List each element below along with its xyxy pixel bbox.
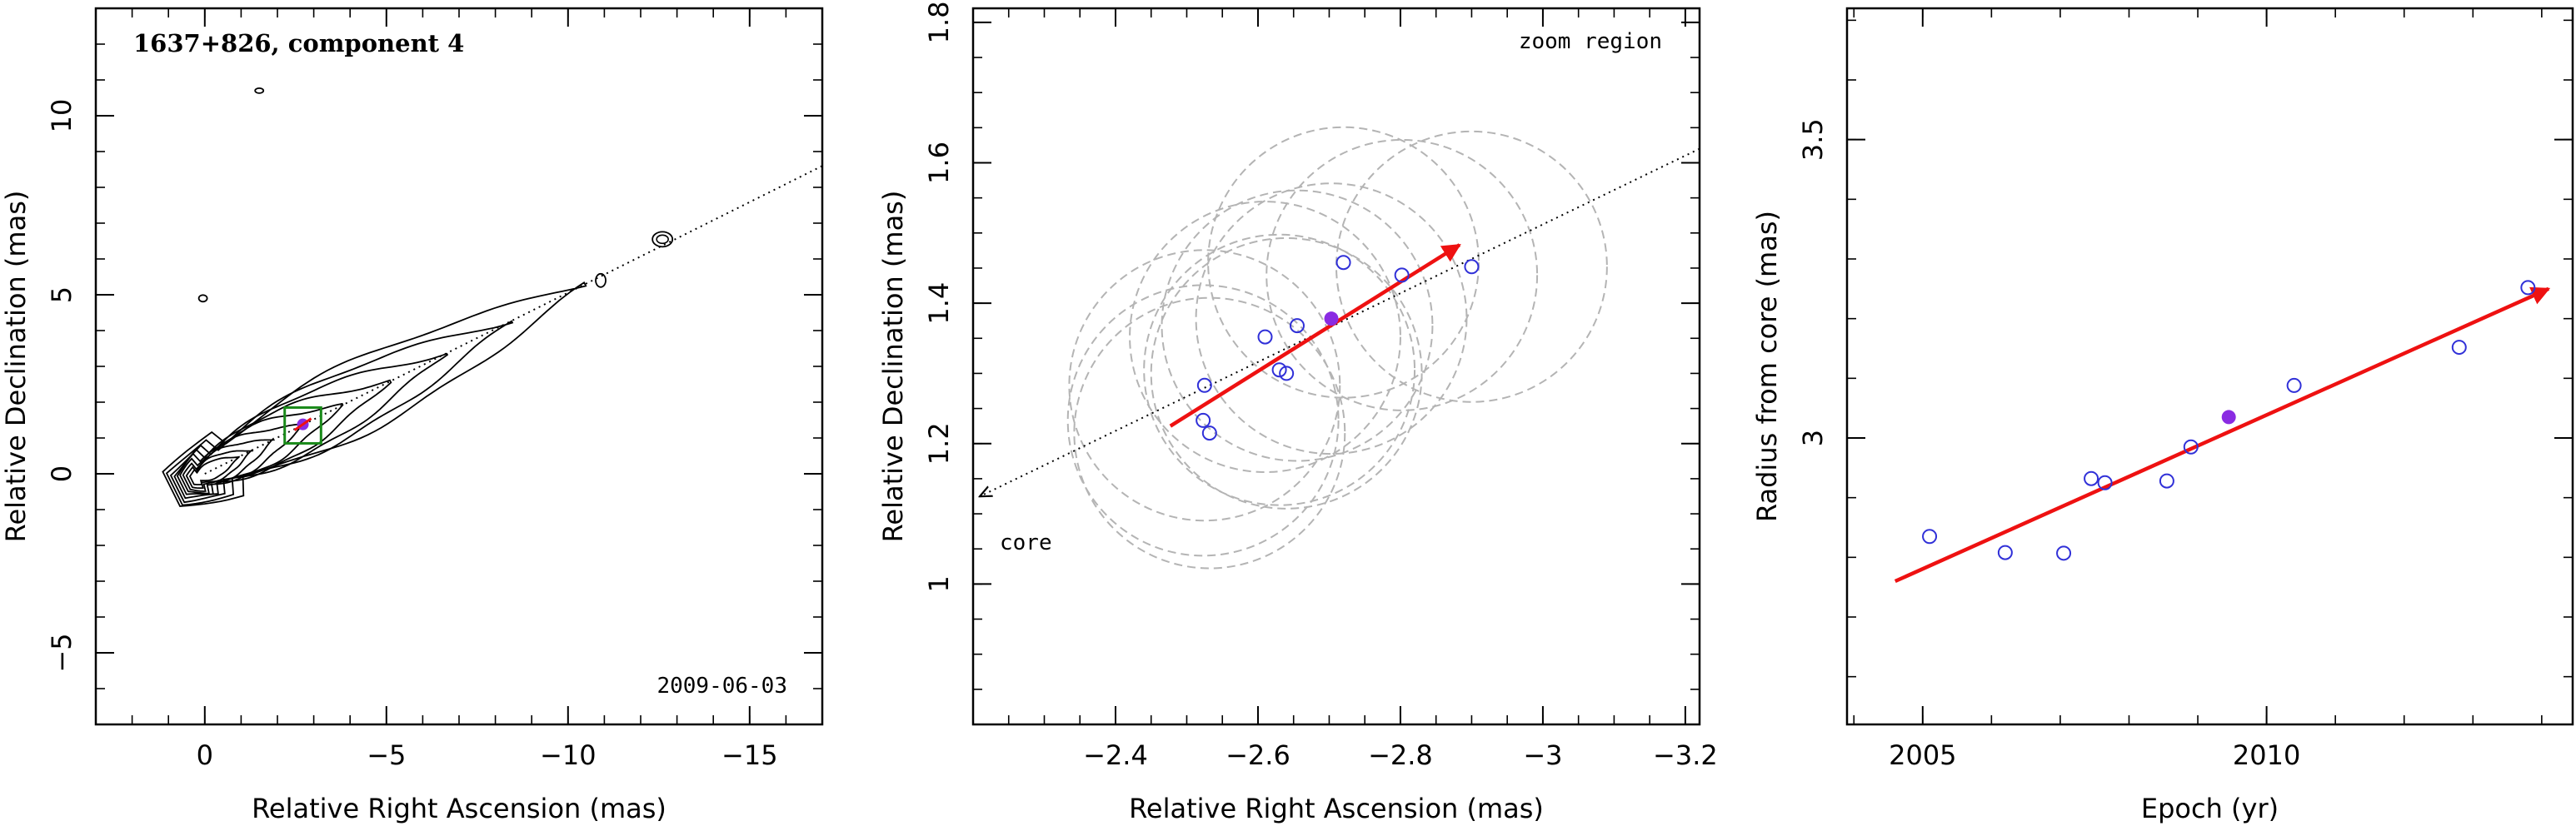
radius-point <box>2520 280 2536 296</box>
radius-point <box>2286 377 2302 393</box>
contour-level <box>173 379 392 500</box>
position-point <box>1196 377 1212 393</box>
uncertainty-circle <box>1068 249 1341 522</box>
panel-3-ytick-label: 3.5 <box>1797 118 1829 161</box>
panel-2-ytick-label: 1.8 <box>923 1 955 43</box>
uncertainty-circle <box>1066 284 1340 557</box>
panel-1-title: 1637+826, component 4 <box>133 29 464 57</box>
uncertainty-circle <box>1129 201 1401 474</box>
panel-2-zoom: −2.4 −2.6 −2.8 −3 −3.2 1 1.2 1.4 1.6 1.8 Relative … <box>877 1 1718 824</box>
motion-vector-arrow <box>1169 243 1461 428</box>
panel-1-frame <box>94 7 824 726</box>
panel-3-radius: 2005 2010 3 3.5 Epoch (yr) Radius from core (… <box>1751 7 2574 824</box>
isolated-contour <box>656 234 669 245</box>
radius-point <box>2097 475 2113 490</box>
panel-3-xtick-label: 2010 <box>2233 739 2300 771</box>
uncertainty-circle <box>1266 138 1539 411</box>
panel-1-ytick-label: 5 <box>46 286 77 303</box>
uncertainty-circle <box>1335 130 1608 403</box>
panel-3-xlabel: Epoch (yr) <box>2141 793 2279 824</box>
panel-3-ytick-label: 3 <box>1797 430 1829 446</box>
position-point <box>1196 412 1211 428</box>
radius-point <box>1997 545 2013 560</box>
panel-2-ytick-label: 1.2 <box>923 422 955 465</box>
contour-level <box>165 320 514 506</box>
position-point <box>1271 362 1287 378</box>
isolated-contour <box>254 87 265 94</box>
isolated-contour <box>595 272 607 288</box>
core-label: core <box>1000 530 1052 555</box>
contour-level <box>162 281 587 507</box>
panel-1-xlabel: Relative Right Ascension (mas) <box>252 793 666 824</box>
contour-level <box>188 455 240 485</box>
panel-1-xtick-label: −15 <box>721 739 778 771</box>
panel-2-xtick-label: −2.6 <box>1226 739 1290 771</box>
panel-1-ytick-label: 10 <box>46 99 77 133</box>
panel-2-xtick-label: −3 <box>1523 739 1562 771</box>
panel-1-date: 2009-06-03 <box>656 674 787 699</box>
radius-point <box>2159 473 2174 489</box>
position-point <box>1464 259 1480 275</box>
position-point <box>1289 318 1305 334</box>
current-epoch-point <box>1324 311 1339 326</box>
panel-2-xtick-label: −3.2 <box>1653 739 1718 771</box>
uncertainty-circle <box>1143 233 1416 506</box>
panel-2-ytick-label: 1 <box>923 575 955 592</box>
panel-2-ytick-label: 1.6 <box>923 142 955 184</box>
radial-fit-arrow <box>1894 286 2551 584</box>
isolated-contour <box>651 231 674 248</box>
uncertainty-circle <box>1195 182 1468 455</box>
panel-2-xtick-label: −2.4 <box>1083 739 1148 771</box>
panel-2-ylabel: Relative Declination (mas) <box>877 191 909 543</box>
component-vector <box>293 417 312 431</box>
panel-1-ytick-label: 0 <box>46 465 77 482</box>
position-point <box>1279 366 1295 381</box>
panel-1-xtick-label: −10 <box>540 739 597 771</box>
panel-1-ylabel: Relative Declination (mas) <box>0 191 32 543</box>
position-point <box>1257 329 1273 345</box>
zoom-region-box <box>283 406 322 445</box>
radius-point <box>1922 529 1938 545</box>
contour-level <box>182 437 276 492</box>
contour-level <box>185 449 254 490</box>
radius-point <box>2056 545 2072 561</box>
contour-level <box>169 352 449 504</box>
panel-3-xtick-label: 2005 <box>1889 739 1956 771</box>
panel-1-xtick-label: −5 <box>367 739 406 771</box>
panel-2-plot-area <box>980 126 1700 570</box>
core-direction-line <box>980 147 1700 497</box>
panel-3-ylabel: Radius from core (mas) <box>1751 211 1783 522</box>
panel-1-plot-area <box>162 87 822 507</box>
position-point <box>1335 255 1351 271</box>
panel-1-xtick-label: 0 <box>197 739 213 771</box>
zoom-region-label: zoom region <box>1519 29 1662 54</box>
panel-2-xtick-label: −2.8 <box>1368 739 1433 771</box>
panel-1-map: 0 −5 −10 −15 −5 0 5 10 Relative Right Ascension … <box>0 7 824 824</box>
uncertainty-circle <box>1207 126 1480 399</box>
jet-axis-line <box>204 165 822 475</box>
panel-1-ytick-label: −5 <box>46 633 77 672</box>
panel-2-frame <box>971 7 1701 726</box>
isolated-contour <box>197 294 208 303</box>
panel-3-frame <box>1845 7 2574 726</box>
radius-point <box>2084 470 2099 486</box>
radius-point <box>2183 439 2199 455</box>
radius-point <box>2451 340 2467 356</box>
uncertainty-circle <box>1161 189 1434 462</box>
current-epoch-point <box>2221 410 2236 425</box>
position-point <box>1201 425 1217 441</box>
position-point <box>1394 267 1410 283</box>
panel-2-xlabel: Relative Right Ascension (mas) <box>1129 793 1544 824</box>
uncertainty-circle <box>1150 237 1423 510</box>
uncertainty-circle <box>1073 296 1346 570</box>
panel-2-ytick-label: 1.4 <box>923 282 955 325</box>
